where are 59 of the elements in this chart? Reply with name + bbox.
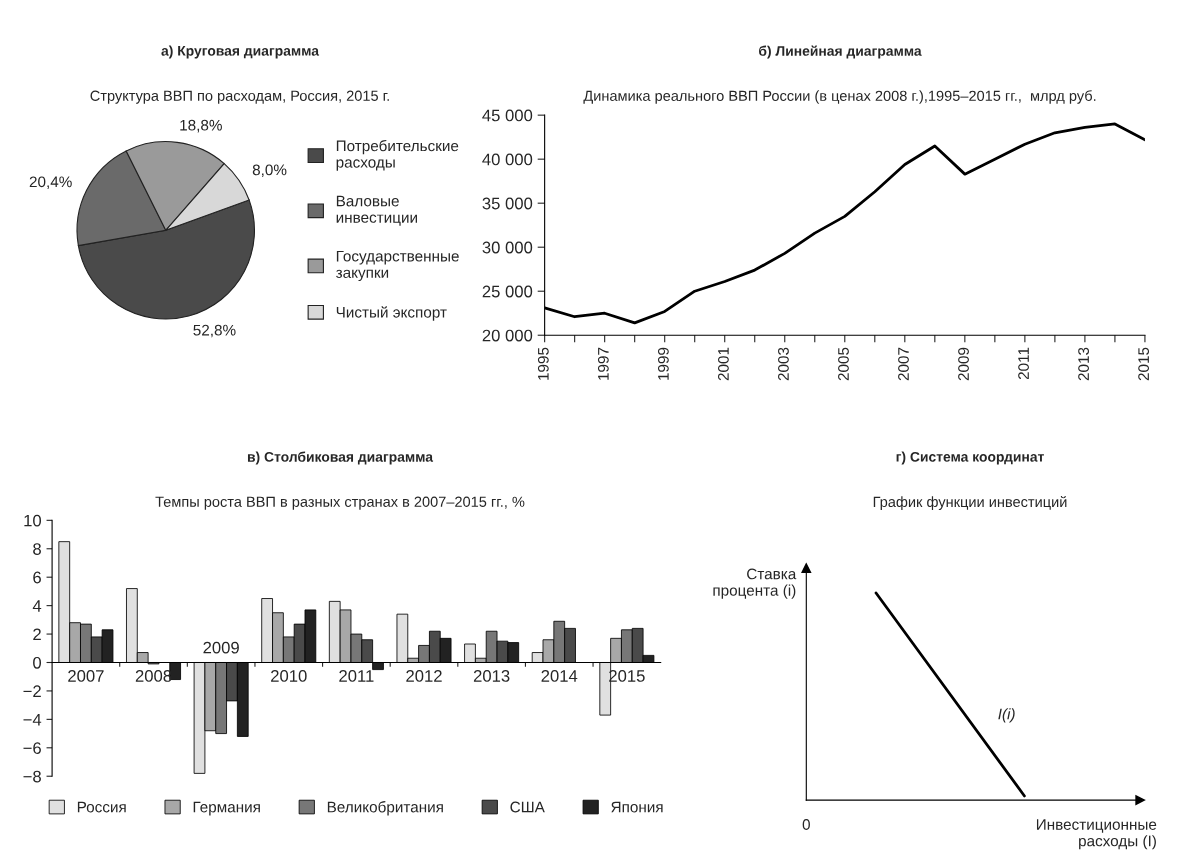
legend-label: США bbox=[510, 801, 545, 813]
chart-title: в) Столбиковая диаграмма bbox=[247, 451, 434, 465]
x-tick-label: 2009 bbox=[203, 641, 239, 654]
x-tick-label: 1997 bbox=[597, 347, 609, 380]
y-tick-label: 0 bbox=[33, 656, 42, 669]
x-tick-label: 2005 bbox=[838, 347, 849, 381]
x-tick-label: 2014 bbox=[541, 670, 578, 682]
y-tick-label: 10 bbox=[24, 514, 42, 527]
x-tick-label: 2013 bbox=[473, 670, 510, 682]
legend-label: Потребительские расходы bbox=[336, 139, 459, 171]
y-tick-label: 45 000 bbox=[482, 109, 533, 122]
legend-label: Государственные закупки bbox=[336, 250, 459, 282]
chart-title: а) Круговая диаграмма bbox=[161, 45, 320, 59]
data-label: 18,8% bbox=[180, 119, 222, 133]
chart-subtitle: Структура ВВП по расходам, Россия, 2015 г. bbox=[90, 90, 389, 104]
x-tick-label: 2011 bbox=[1018, 347, 1029, 380]
y-tick-label: 6 bbox=[33, 571, 41, 584]
chart-subtitle: Динамика реального ВВП России (в ценах 2008 г.),1995–2015 гг., млрд руб. bbox=[583, 90, 1096, 104]
y-tick-label: −6 bbox=[23, 742, 41, 754]
legend-label: Россия bbox=[77, 801, 126, 813]
y-tick-label: 40 000 bbox=[482, 153, 533, 166]
x-axis-title: Инвестиционные расходы (I) bbox=[1036, 819, 1157, 850]
y-axis-title: Ставка процента (i) bbox=[713, 568, 797, 599]
y-tick-label: −2 bbox=[23, 685, 41, 697]
y-tick-label: 25 000 bbox=[482, 285, 533, 298]
x-tick-label: 2007 bbox=[68, 670, 104, 682]
x-tick-label: 2003 bbox=[778, 347, 789, 381]
x-tick-label: 2015 bbox=[1138, 347, 1150, 381]
x-tick-label: 2001 bbox=[718, 347, 729, 381]
x-tick-label: 2009 bbox=[958, 347, 969, 381]
chart-subtitle: Темпы роста ВВП в разных странах в 2007–2015 гг., % bbox=[155, 496, 525, 510]
x-tick-label: 1995 bbox=[537, 347, 549, 380]
legend-label: Валовые инвестиции bbox=[336, 195, 417, 226]
text: 0 bbox=[802, 819, 810, 830]
y-tick-label: 20 000 bbox=[482, 329, 533, 342]
y-tick-label: 8 bbox=[33, 543, 41, 555]
data-label: 8,0% bbox=[252, 164, 287, 178]
y-tick-label: 35 000 bbox=[482, 197, 533, 210]
x-tick-label: 2010 bbox=[271, 670, 307, 682]
y-tick-label: −8 bbox=[23, 770, 41, 783]
x-tick-label: 2013 bbox=[1078, 347, 1089, 381]
legend-label: Чистый экспорт bbox=[336, 306, 447, 321]
series-label: I(i) bbox=[998, 708, 1015, 723]
x-tick-label: 2007 bbox=[898, 347, 909, 381]
y-tick-label: −4 bbox=[23, 713, 42, 726]
x-tick-label: 2011 bbox=[339, 670, 374, 682]
x-tick-label: 2012 bbox=[406, 670, 442, 682]
legend-label: Великобритания bbox=[327, 801, 443, 816]
data-label: 20,4% bbox=[29, 176, 72, 190]
chart-title: г) Система координат bbox=[896, 451, 1044, 465]
legend-label: Япония bbox=[611, 801, 663, 813]
y-tick-label: 30 000 bbox=[482, 241, 533, 254]
data-label: 52,8% bbox=[193, 324, 236, 338]
chart-subtitle: График функции инвестиций bbox=[873, 496, 1067, 510]
x-tick-label: 1999 bbox=[657, 347, 669, 380]
y-tick-label: 2 bbox=[33, 628, 41, 641]
legend-label: Германия bbox=[193, 801, 260, 816]
chart-title: б) Линейная диаграмма bbox=[759, 45, 922, 59]
y-tick-label: 4 bbox=[32, 600, 42, 612]
